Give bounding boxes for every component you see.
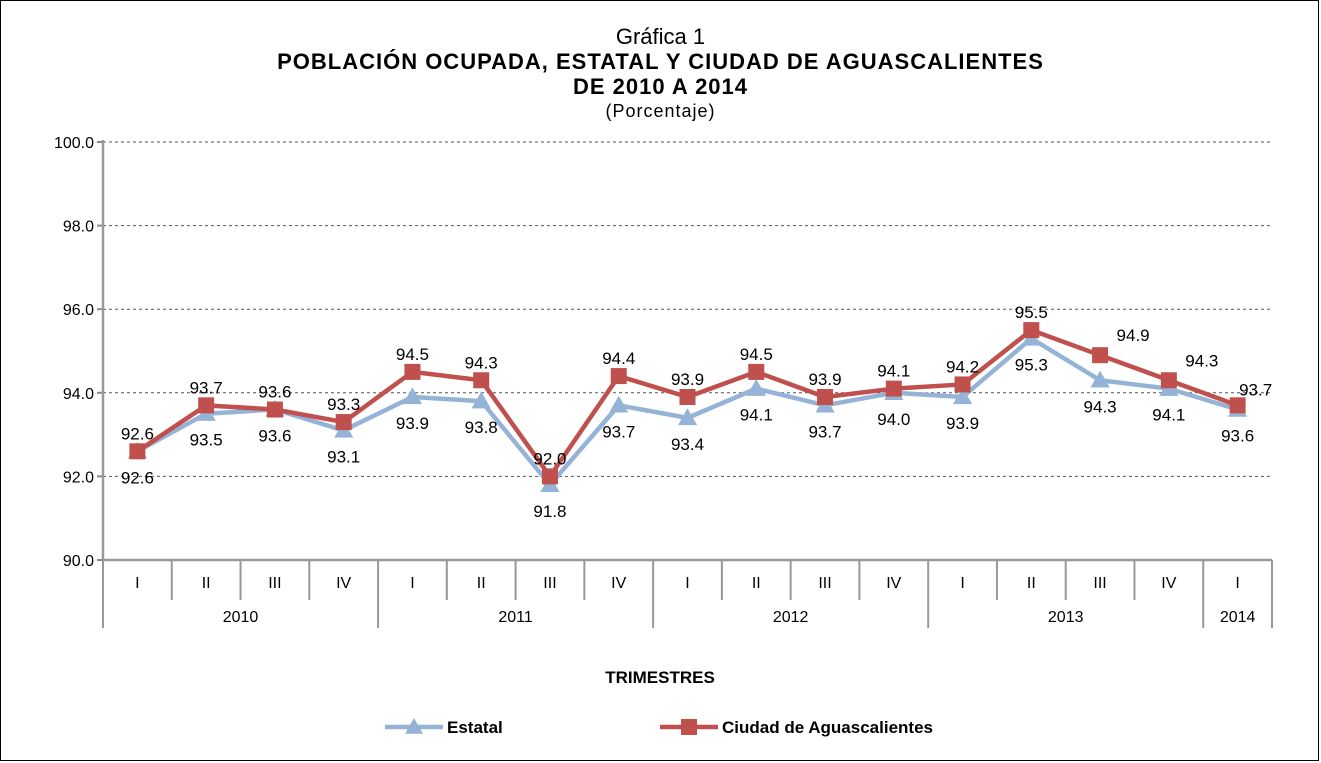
data-label-estatal: 93.6 — [258, 427, 291, 446]
x-tick-label: III — [543, 575, 556, 592]
data-label-estatal: 93.7 — [602, 422, 635, 441]
data-label-ciudad: 93.3 — [327, 395, 360, 414]
point-estatal — [1090, 370, 1110, 388]
x-year-label: 2011 — [498, 609, 533, 626]
point-estatal — [952, 387, 973, 405]
legend-label-estatal: Estatal — [447, 718, 503, 737]
data-label-estatal: 94.0 — [877, 410, 910, 429]
data-label-estatal: 93.7 — [808, 422, 841, 441]
chart-title-line-2: DE 2010 A 2014 — [572, 74, 749, 99]
x-year-label: 2013 — [1048, 609, 1084, 626]
data-label-estatal: 93.8 — [465, 418, 498, 437]
point-ciudad — [679, 388, 696, 405]
x-axis-title: TRIMESTRES — [605, 668, 715, 687]
data-label-ciudad: 93.7 — [1239, 380, 1272, 399]
x-year-label: 2010 — [223, 609, 259, 626]
data-label-ciudad: 94.5 — [396, 345, 429, 364]
data-label-ciudad: 94.4 — [602, 349, 635, 368]
legend-marker-estatal — [405, 718, 423, 734]
y-tick-label: 92.0 — [63, 469, 94, 486]
x-tick-label: I — [1235, 575, 1239, 592]
x-tick-label: I — [135, 575, 139, 592]
point-ciudad — [129, 443, 146, 460]
x-year-label: 2012 — [773, 609, 809, 626]
x-tick-label: IV — [1161, 575, 1176, 592]
point-ciudad — [1023, 322, 1040, 339]
x-tick-label: II — [477, 575, 486, 592]
data-label-estatal: 93.6 — [1221, 427, 1254, 446]
y-tick-label: 98.0 — [63, 219, 94, 236]
point-ciudad — [817, 388, 834, 405]
data-label-estatal: 93.9 — [396, 414, 429, 433]
point-estatal — [677, 408, 698, 426]
data-label-estatal: 94.1 — [1152, 406, 1185, 425]
data-label-estatal: 93.5 — [190, 431, 223, 450]
data-label-ciudad: 94.3 — [1185, 351, 1218, 370]
x-tick-label: III — [818, 575, 831, 592]
y-tick-label: 94.0 — [63, 386, 94, 403]
data-label-estatal: 95.3 — [1015, 355, 1048, 374]
data-label-ciudad: 94.9 — [1117, 326, 1150, 345]
data-label-ciudad: 93.9 — [808, 370, 841, 389]
y-tick-label: 100.0 — [54, 135, 94, 152]
legend-label-ciudad: Ciudad de Aguascalientes — [722, 718, 933, 737]
chart-title-line-1: POBLACIÓN OCUPADA, ESTATAL Y CIUDAD DE A… — [277, 49, 1044, 74]
point-ciudad — [404, 363, 421, 380]
x-tick-label: II — [202, 575, 211, 592]
point-ciudad — [1160, 372, 1177, 389]
point-ciudad — [885, 380, 902, 397]
point-estatal — [746, 379, 766, 396]
data-label-estatal: 93.1 — [327, 447, 360, 466]
x-tick-label: I — [410, 575, 414, 592]
data-label-estatal: 94.1 — [740, 406, 773, 425]
point-estatal — [471, 391, 491, 409]
x-year-label: 2014 — [1220, 609, 1256, 626]
data-label-ciudad: 93.9 — [671, 370, 704, 389]
data-label-ciudad: 94.3 — [465, 353, 498, 372]
data-label-ciudad: 92.0 — [533, 449, 566, 468]
point-ciudad — [610, 368, 627, 385]
data-label-ciudad: 93.7 — [190, 378, 223, 397]
data-label-estatal: 93.9 — [946, 414, 979, 433]
x-tick-label: IV — [336, 575, 351, 592]
legend-marker-ciudad — [681, 719, 697, 735]
x-tick-label: I — [960, 575, 964, 592]
x-tick-label: II — [752, 575, 761, 592]
y-tick-label: 90.0 — [63, 553, 94, 570]
point-ciudad — [541, 468, 558, 485]
point-ciudad — [1229, 397, 1246, 414]
y-tick-label: 96.0 — [63, 302, 94, 319]
data-label-ciudad: 95.5 — [1015, 303, 1048, 322]
x-tick-label: IV — [886, 575, 901, 592]
point-ciudad — [473, 372, 490, 389]
point-ciudad — [1092, 347, 1109, 364]
x-tick-label: III — [1093, 575, 1106, 592]
x-tick-label: III — [268, 575, 281, 592]
point-ciudad — [266, 401, 283, 418]
point-ciudad — [954, 376, 971, 393]
x-tick-label: I — [685, 575, 689, 592]
data-label-ciudad: 94.2 — [946, 357, 979, 376]
data-label-estatal: 91.8 — [533, 502, 566, 521]
chart-subtitle: (Porcentaje) — [605, 101, 716, 121]
point-ciudad — [198, 397, 215, 414]
data-label-estatal: 93.4 — [671, 435, 704, 454]
point-estatal — [609, 395, 629, 413]
data-label-estatal: 92.6 — [121, 468, 154, 487]
chart-title: Gráfica 1 — [615, 24, 706, 49]
data-label-ciudad: 93.6 — [258, 383, 291, 402]
data-label-ciudad: 92.6 — [121, 424, 154, 443]
x-tick-label: II — [1027, 575, 1036, 592]
point-estatal — [402, 387, 423, 405]
point-ciudad — [335, 414, 352, 431]
x-tick-label: IV — [611, 575, 626, 592]
data-label-ciudad: 94.1 — [877, 362, 910, 381]
data-label-estatal: 94.3 — [1084, 397, 1117, 416]
data-label-ciudad: 94.5 — [740, 345, 773, 364]
point-ciudad — [748, 363, 765, 380]
